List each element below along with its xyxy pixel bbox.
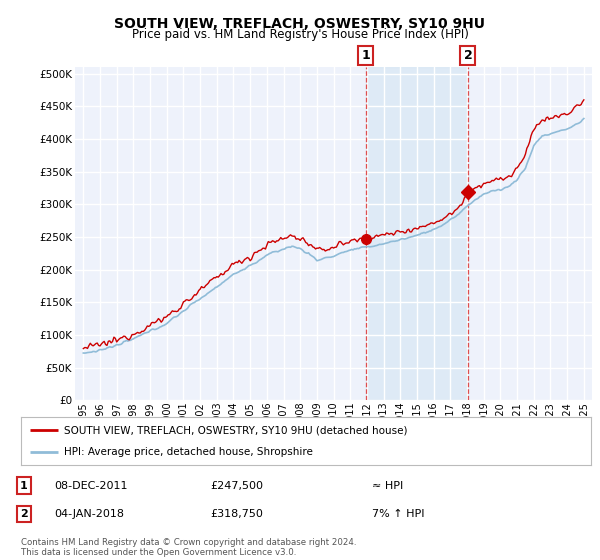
Text: 7% ↑ HPI: 7% ↑ HPI xyxy=(372,509,425,519)
Bar xyxy=(365,67,468,400)
Text: 2: 2 xyxy=(20,509,28,519)
Text: SOUTH VIEW, TREFLACH, OSWESTRY, SY10 9HU (detached house): SOUTH VIEW, TREFLACH, OSWESTRY, SY10 9HU… xyxy=(64,425,407,435)
Text: Price paid vs. HM Land Registry's House Price Index (HPI): Price paid vs. HM Land Registry's House … xyxy=(131,28,469,41)
Text: £318,750: £318,750 xyxy=(210,509,263,519)
Text: SOUTH VIEW, TREFLACH, OSWESTRY, SY10 9HU: SOUTH VIEW, TREFLACH, OSWESTRY, SY10 9HU xyxy=(115,17,485,31)
Text: Contains HM Land Registry data © Crown copyright and database right 2024.
This d: Contains HM Land Registry data © Crown c… xyxy=(21,538,356,557)
Text: 2: 2 xyxy=(464,49,472,62)
Text: 1: 1 xyxy=(361,49,370,62)
Text: 04-JAN-2018: 04-JAN-2018 xyxy=(54,509,124,519)
Text: HPI: Average price, detached house, Shropshire: HPI: Average price, detached house, Shro… xyxy=(64,447,313,457)
Text: 1: 1 xyxy=(20,480,28,491)
Text: ≈ HPI: ≈ HPI xyxy=(372,480,403,491)
Text: 08-DEC-2011: 08-DEC-2011 xyxy=(54,480,128,491)
Text: £247,500: £247,500 xyxy=(210,480,263,491)
